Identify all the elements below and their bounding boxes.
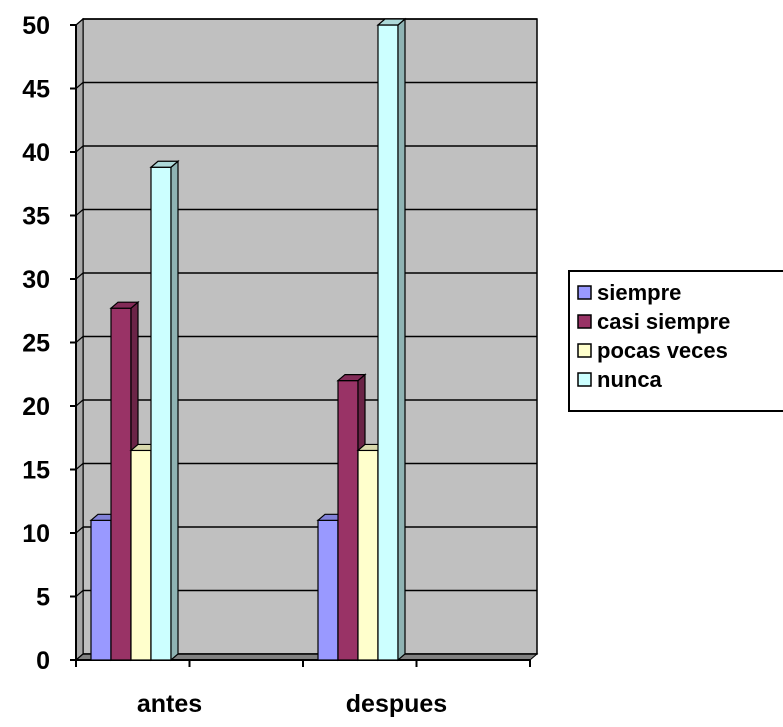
bar-front	[150, 166, 172, 661]
y-tick-label: 50	[22, 12, 50, 40]
x-tick-label: antes	[137, 690, 202, 718]
gridline-side	[75, 336, 84, 343]
legend: siempre casi siempre pocas veces nunca	[568, 270, 783, 412]
bar-front	[130, 449, 152, 661]
y-tick-label: 5	[36, 584, 50, 612]
y-tick-label: 20	[22, 393, 50, 421]
bar-top	[149, 160, 180, 168]
legend-label-nunca: nunca	[597, 367, 663, 392]
gridline-side	[75, 272, 84, 280]
y-tick-label: 35	[22, 203, 50, 231]
bar-front	[110, 307, 132, 661]
y-tick-label: 0	[36, 647, 50, 675]
legend-box	[568, 270, 783, 412]
legend-swatch-nunca	[577, 372, 592, 387]
y-tick-label: 25	[22, 330, 50, 358]
gridline-side	[75, 590, 84, 597]
bar-top	[376, 18, 407, 26]
bar-nunca-despues	[376, 17, 407, 662]
gridline-side	[75, 18, 84, 26]
gridline-side	[75, 145, 84, 153]
legend-label-pocas-veces: pocas veces	[597, 338, 728, 363]
legend-swatch-siempre	[577, 285, 592, 300]
bar-top	[336, 374, 367, 382]
legend-label-siempre: siempre	[597, 280, 681, 305]
bars	[89, 17, 407, 662]
legend-swatch-pocas-veces	[577, 343, 592, 358]
y-tick-label: 45	[22, 76, 50, 104]
legend-label-casi-siempre: casi siempre	[597, 309, 730, 334]
gridline-side	[75, 463, 84, 470]
y-tick-label: 30	[22, 266, 50, 294]
x-tick-labels: antes despues	[137, 690, 447, 718]
y-tick-label: 15	[22, 457, 50, 485]
y-tick-labels: 0 5 10 15 20 25 30 35 40 45 50	[22, 12, 50, 675]
bar-front	[337, 380, 359, 661]
bar-top	[109, 301, 140, 309]
bar-side	[170, 159, 179, 662]
y-tick-label: 40	[22, 139, 50, 167]
bar-front	[90, 519, 112, 661]
bar-front	[357, 449, 379, 661]
y-tick-label: 10	[22, 520, 50, 548]
bar-front	[317, 519, 339, 661]
gridline-side	[75, 526, 84, 534]
bar-nunca-antes	[149, 159, 180, 662]
bar-side	[397, 17, 406, 662]
x-tick-label: despues	[346, 690, 447, 718]
gridline-side	[75, 82, 84, 89]
gridline-side	[75, 399, 84, 407]
gridline-side	[75, 209, 84, 216]
bar-front	[377, 24, 399, 661]
legend-swatch-casi-siempre	[577, 314, 592, 329]
